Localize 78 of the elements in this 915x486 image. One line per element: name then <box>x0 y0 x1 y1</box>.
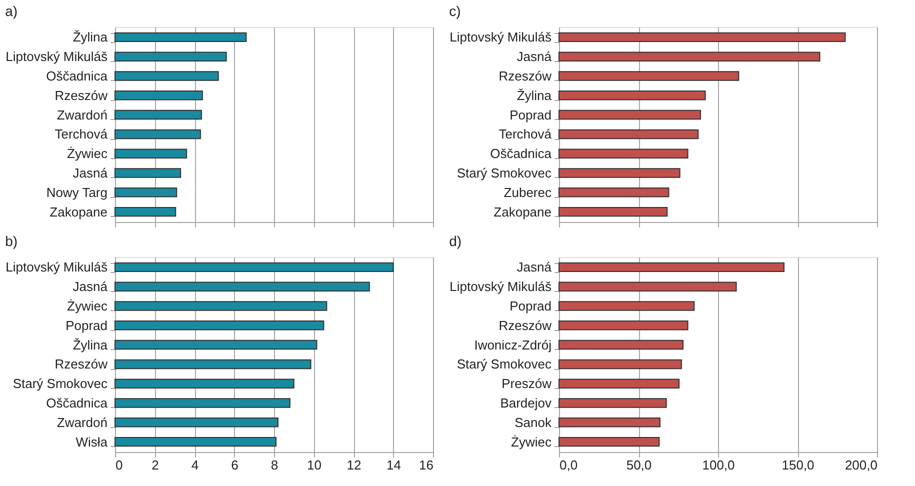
x-tick-label: 0 <box>116 458 123 472</box>
y-tick-label: Preszów <box>502 376 552 392</box>
bar <box>114 129 201 140</box>
x-tick-label: 8 <box>270 458 278 472</box>
y-tick-label: Wisła <box>76 434 108 450</box>
y-tick-label: Starý Smokovec <box>12 376 108 392</box>
y-tick-label: Iwonicz-Zdrój <box>474 337 552 352</box>
y-tick-label: Liptovský Mikuláš <box>450 279 552 294</box>
y-tick-label: Jasná <box>72 279 108 294</box>
bar <box>558 90 706 100</box>
y-tick-label: Żywiec <box>67 146 108 162</box>
x-tick-label: 12 <box>346 458 362 472</box>
y-tick-label: Poprad <box>510 107 552 122</box>
chart-title: a) <box>5 3 18 19</box>
bar <box>558 188 670 198</box>
x-tick-label: 14 <box>386 458 401 472</box>
y-tick-label: Rzeszów <box>54 88 108 103</box>
x-tick-label: 50,0 <box>626 458 652 472</box>
y-tick-label: Żywiec <box>67 298 108 314</box>
x-tick-label: 200,0 <box>844 458 878 472</box>
y-tick-label: Žylina <box>72 30 108 45</box>
y-tick-label: Zakopane <box>494 204 552 220</box>
bar <box>114 32 247 42</box>
bar <box>114 188 178 198</box>
y-tick-label: Żywiec <box>511 434 552 450</box>
y-tick-label: Starý Smokovec <box>456 166 552 181</box>
y-tick-label: Starý Smokovec <box>456 356 552 372</box>
bar <box>114 52 227 62</box>
bar <box>114 168 182 178</box>
chart-title: c) <box>449 3 461 19</box>
y-tick-label: Sanok <box>514 414 552 430</box>
y-tick-label: Rzeszów <box>498 318 552 333</box>
x-tick-label: 10 <box>307 458 322 472</box>
x-tick-label: 0,0 <box>560 458 578 472</box>
y-tick-label: Žylina <box>72 337 108 352</box>
y-tick-label: Poprad <box>66 318 108 333</box>
bar <box>558 32 846 42</box>
y-tick-label: Terchová <box>54 126 108 142</box>
x-tick-label: 4 <box>191 458 199 472</box>
bar <box>114 148 188 158</box>
y-tick-label: Bardejov <box>500 396 552 411</box>
y-tick-label: Zuberec <box>504 184 552 200</box>
y-tick-label: Zakopane <box>50 204 108 220</box>
y-tick-label: Žylina <box>516 88 552 103</box>
x-tick-label: 150,0 <box>782 458 814 472</box>
y-tick-label: Jasná <box>72 166 108 181</box>
bar <box>558 206 668 217</box>
chart-title: d) <box>449 233 462 249</box>
x-tick-label: 100,0 <box>702 458 735 472</box>
y-tick-label: Oščadnica <box>490 146 552 162</box>
y-tick-label: Terchová <box>498 126 552 142</box>
bar <box>114 110 202 120</box>
bar <box>558 110 702 120</box>
bar <box>558 71 740 81</box>
y-tick-label: Liptovský Mikuláš <box>450 30 552 45</box>
y-tick-label: Jasná <box>516 49 552 64</box>
y-tick-label: Nowy Targ <box>46 184 108 200</box>
bar <box>558 148 688 158</box>
y-tick-label: Zwardoń <box>56 107 108 122</box>
y-tick-label: Liptovský Mikuláš <box>6 49 108 64</box>
bar <box>114 71 219 81</box>
bar <box>558 52 820 62</box>
y-tick-label: Rzeszów <box>498 68 552 84</box>
x-tick-label: 2 <box>152 458 159 472</box>
chart-title: b) <box>5 233 18 249</box>
y-tick-label: Poprad <box>510 298 552 314</box>
bar <box>114 206 176 217</box>
x-tick-label: 6 <box>231 458 238 472</box>
y-tick-label: Oščadnica <box>46 68 108 84</box>
bar <box>558 168 680 178</box>
y-tick-label: Rzeszów <box>54 356 108 372</box>
bar <box>558 129 699 140</box>
x-tick-label: 16 <box>419 458 434 472</box>
y-tick-label: Zwardoń <box>56 414 108 430</box>
y-tick-label: Oščadnica <box>46 396 108 411</box>
y-tick-label: Liptovský Mikuláš <box>6 260 108 275</box>
bar <box>114 90 203 100</box>
y-tick-label: Jasná <box>516 260 552 275</box>
